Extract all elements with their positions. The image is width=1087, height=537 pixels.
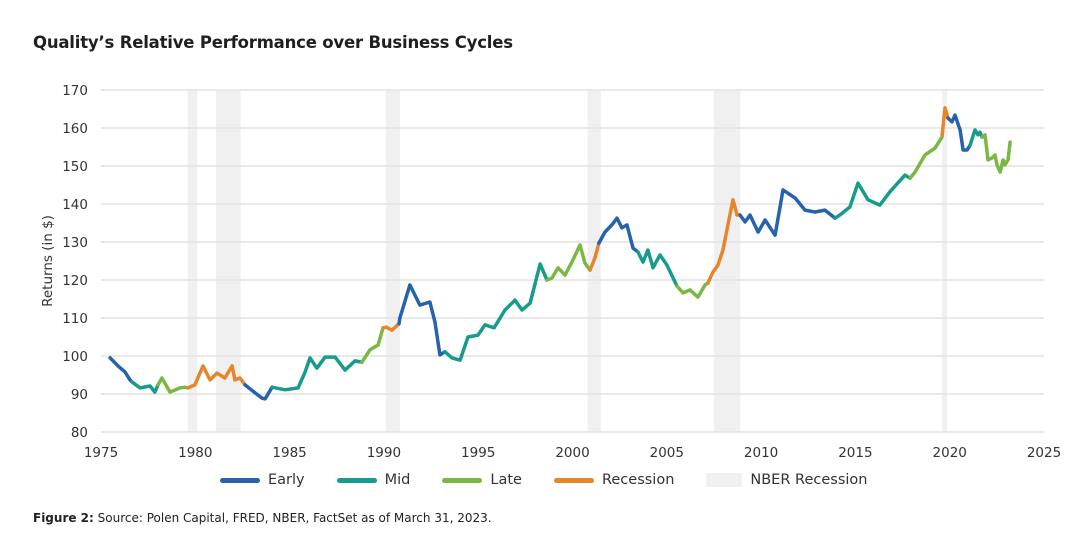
series-segment-mid	[636, 248, 679, 288]
series-segment-early	[108, 356, 134, 384]
y-tick-label: 110	[62, 311, 88, 327]
early-swatch	[220, 477, 260, 483]
legend-label-late: Late	[490, 472, 522, 488]
legend-item-mid: Mid	[336, 472, 411, 488]
x-tick-label: 1980	[178, 445, 212, 461]
y-tick-label: 80	[71, 425, 88, 441]
series-segment-late	[908, 133, 944, 180]
series-segment-early	[243, 383, 274, 401]
y-tick-label: 120	[62, 273, 88, 289]
y-tick-label: 160	[62, 121, 88, 137]
nber-swatch	[706, 473, 743, 487]
recession-swatch	[553, 477, 594, 483]
series-segment-early	[597, 216, 640, 254]
series-segment-recession	[588, 241, 601, 272]
x-tick-label: 2015	[838, 445, 872, 461]
x-tick-label: 1995	[461, 445, 495, 461]
x-tick-label: 2005	[650, 445, 684, 461]
series-segment-late	[360, 326, 385, 364]
y-tick-label: 100	[62, 349, 88, 365]
series-segment-mid	[443, 262, 549, 362]
series-segment-mid	[968, 128, 984, 147]
figure-caption: Figure 2: Source: Polen Capital, FRED, N…	[33, 511, 492, 525]
x-tick-label: 2000	[555, 445, 589, 461]
x-tick-label: 1985	[272, 445, 306, 461]
nber-recession-band	[942, 90, 948, 432]
series-segment-late	[156, 376, 190, 394]
nber-recession-band	[385, 90, 400, 432]
series-segment-mid	[270, 355, 364, 392]
x-tick-label: 1990	[367, 445, 401, 461]
series-segment-mid	[833, 173, 912, 220]
y-tick-label: 130	[62, 235, 88, 251]
caption-text: Source: Polen Capital, FRED, NBER, FactS…	[93, 511, 492, 525]
x-tick-label: 2025	[1027, 445, 1061, 461]
series-segment-mid	[130, 380, 160, 394]
y-axis-label: Returns (in $)	[40, 215, 56, 307]
series-segment-recession	[706, 198, 742, 285]
y-tick-label: 170	[62, 83, 88, 99]
legend: Early Mid Late Recession NBER Recession	[220, 472, 899, 488]
series-segment-recession	[186, 364, 247, 390]
series-segment-recession	[940, 106, 950, 137]
series-segment-late	[545, 243, 592, 282]
series-segment-late	[980, 133, 1012, 174]
y-tick-label: 90	[71, 387, 88, 403]
x-tick-label: 2010	[744, 445, 778, 461]
series-segment-early	[946, 113, 972, 152]
x-tick-label: 2020	[933, 445, 967, 461]
chart-title: Quality’s Relative Performance over Busi…	[33, 33, 513, 52]
legend-item-nber: NBER Recession	[706, 472, 867, 488]
series-segment-early	[738, 188, 837, 237]
legend-item-late: Late	[442, 472, 522, 488]
caption-label: Figure 2:	[33, 511, 94, 525]
series-segment-early	[397, 283, 447, 357]
series-segment-recession	[381, 321, 401, 332]
legend-label-nber: NBER Recession	[750, 472, 868, 488]
late-swatch	[442, 477, 483, 483]
legend-label-recession: Recession	[601, 472, 675, 488]
legend-label-early: Early	[268, 472, 305, 488]
x-tick-label: 1975	[84, 445, 118, 461]
y-tick-label: 140	[62, 197, 88, 213]
nber-recession-band	[187, 90, 198, 432]
legend-item-recession: Recession	[553, 472, 675, 488]
series-segment-late	[675, 281, 710, 299]
legend-item-early: Early	[220, 472, 305, 488]
mid-swatch	[336, 477, 377, 483]
legend-label-mid: Mid	[384, 472, 411, 488]
y-tick-label: 150	[62, 159, 88, 175]
